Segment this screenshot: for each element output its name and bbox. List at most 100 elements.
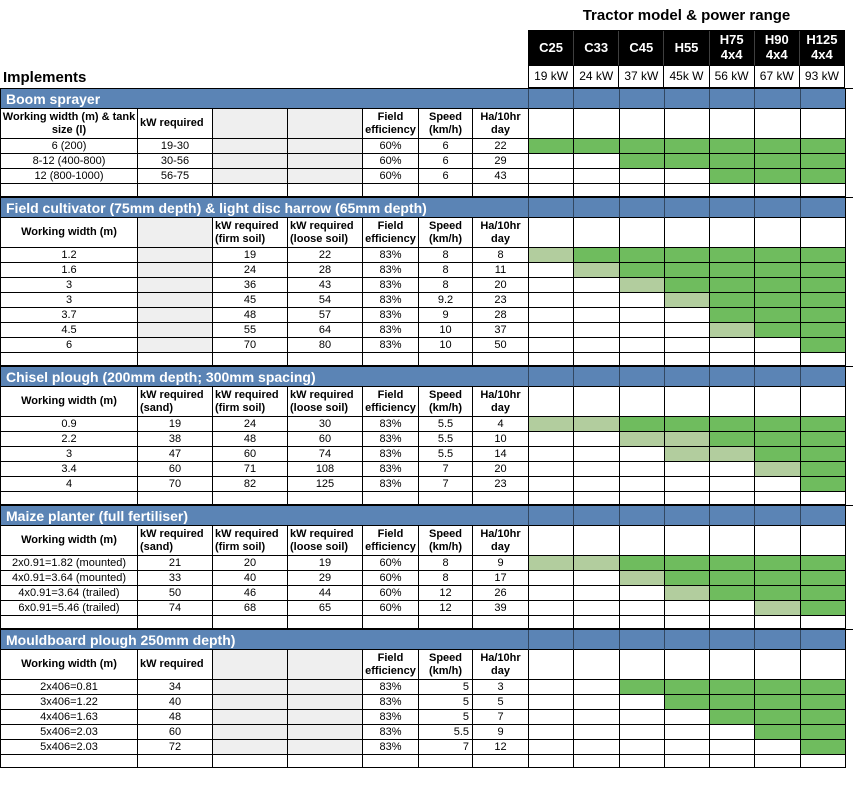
spacer-cell: [755, 755, 801, 768]
compatibility-cell: [710, 447, 756, 462]
tractor-model-header: H55: [664, 31, 710, 66]
data-cell: 5: [473, 695, 529, 710]
data-cell: 82: [213, 477, 288, 492]
compatibility-cell: [710, 323, 756, 338]
data-cell: 17: [473, 571, 529, 586]
data-cell: 48: [213, 432, 288, 447]
compatibility-cell: [664, 139, 711, 154]
compatibility-cell: [619, 462, 665, 477]
data-cell: [138, 263, 213, 278]
sections-container: Boom sprayer Working width (m) & tank siz…: [0, 88, 853, 768]
data-cell: 6: [419, 154, 473, 169]
compatibility-cell: [664, 323, 711, 338]
data-cell: 38: [138, 432, 213, 447]
section-header-bar: Boom sprayer: [0, 88, 853, 109]
data-cell: 19: [213, 248, 288, 263]
section-bar-cell: [529, 506, 575, 526]
section-bar-cells: [529, 198, 846, 218]
compatibility-cells: [529, 695, 846, 710]
spacer-cell: [664, 616, 711, 629]
implements-label: Implements: [3, 69, 87, 86]
data-cell: 24: [213, 263, 288, 278]
compatibility-cell: [664, 447, 711, 462]
data-cell: 23: [473, 293, 529, 308]
spacer-cell: [473, 492, 529, 505]
data-cell: 9: [473, 556, 529, 571]
compatibility-cells: [529, 169, 846, 184]
tractor-column-cell: [529, 650, 575, 680]
tractor-power-cell: 19 kW: [529, 66, 575, 88]
column-header: Working width (m): [1, 387, 138, 417]
compatibility-cell: [574, 462, 620, 477]
tractor-column-cell: [664, 526, 711, 556]
data-cell: 28: [288, 263, 363, 278]
data-cell: 3x406=1.22: [1, 695, 138, 710]
data-cell: 50: [473, 338, 529, 353]
spacer-cell: [710, 353, 756, 366]
compatibility-cell: [574, 139, 620, 154]
spacer-cell: [1, 616, 138, 629]
compatibility-cell: [529, 139, 575, 154]
spacer-row: [0, 755, 853, 768]
tractor-model-line: H90: [764, 32, 789, 48]
tractor-power-cells: 19 kW 24 kW 37 kW 45k W 56 kW 67 kW 93 kW: [528, 66, 845, 88]
compatibility-cell: [529, 263, 575, 278]
spacer-cell: [755, 353, 801, 366]
compatibility-cell: [664, 601, 711, 616]
data-cell: 2.2: [1, 432, 138, 447]
data-cell: 5: [419, 680, 473, 695]
compatibility-cell: [664, 154, 711, 169]
section-header-bar: Field cultivator (75mm depth) & light di…: [0, 197, 853, 218]
tractor-model-header: H90 4x4: [754, 31, 800, 66]
section-bar-cells: [529, 89, 846, 109]
column-header: Field efficiency: [363, 526, 419, 556]
data-cell: 55: [213, 323, 288, 338]
spacer-cell: [213, 616, 288, 629]
spacer-cell: [473, 353, 529, 366]
compatibility-cell: [800, 417, 846, 432]
compatibility-cell: [755, 680, 801, 695]
tractor-column-cell: [710, 218, 756, 248]
compatibility-cell: [755, 695, 801, 710]
compatibility-cell: [529, 556, 575, 571]
compatibility-cells: [529, 462, 846, 477]
compatibility-cell: [619, 447, 665, 462]
section-bar-cell: [574, 506, 620, 526]
section-bar-cell: [574, 198, 620, 218]
compatibility-cells: [529, 447, 846, 462]
section-bar-cell: [755, 89, 801, 109]
data-cell: 54: [288, 293, 363, 308]
tractor-column-cell: [529, 526, 575, 556]
compatibility-cell: [529, 680, 575, 695]
compatibility-cell: [529, 338, 575, 353]
tractor-model-header: C25: [529, 31, 575, 66]
data-cell: 40: [213, 571, 288, 586]
data-cell: 83%: [363, 680, 419, 695]
data-cell: 11: [473, 263, 529, 278]
spacer-cell: [619, 492, 665, 505]
data-cell: 6x0.91=5.46 (trailed): [1, 601, 138, 616]
tractor-column-cell: [619, 218, 665, 248]
column-header: Speed (km/h): [419, 650, 473, 680]
spacer-cell: [1, 492, 138, 505]
tractor-model-line: H55: [674, 39, 699, 55]
spacer-cell: [419, 353, 473, 366]
data-cell: [288, 169, 363, 184]
spacer-cell: [138, 492, 213, 505]
column-header: Ha/10hr day: [473, 387, 529, 417]
compatibility-cell: [529, 432, 575, 447]
data-cell: 43: [473, 169, 529, 184]
column-header: kW required: [138, 109, 213, 139]
spacer-cell: [664, 492, 711, 505]
tractor-header-cells: [529, 218, 846, 248]
spacer-cell: [213, 353, 288, 366]
section-header-bar: Mouldboard plough 250mm depth): [0, 629, 853, 650]
compatibility-cells: [529, 432, 846, 447]
compatibility-cell: [574, 571, 620, 586]
tractor-column-cell: [710, 109, 756, 139]
spacer-cell: [529, 616, 575, 629]
table-row: 8-12 (400-800) 30-56 60% 6 29: [0, 154, 853, 169]
data-cell: 50: [138, 586, 213, 601]
section-bar-cell: [800, 89, 846, 109]
section-bar-cell: [664, 198, 711, 218]
